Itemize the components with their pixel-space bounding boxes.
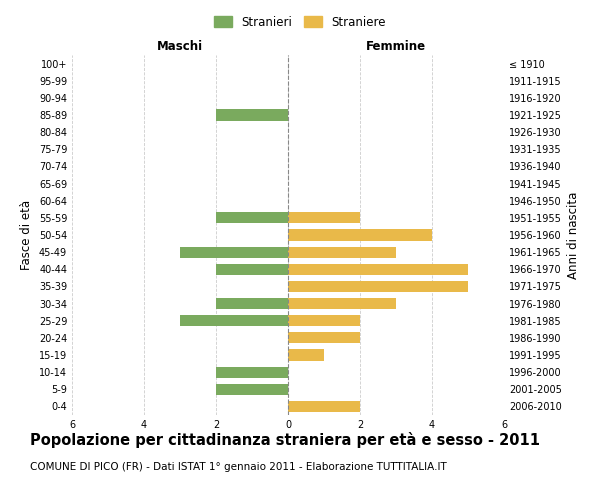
Bar bbox=[288, 230, 432, 240]
Bar bbox=[288, 281, 468, 292]
Y-axis label: Anni di nascita: Anni di nascita bbox=[567, 192, 580, 278]
Bar bbox=[216, 366, 288, 378]
Y-axis label: Fasce di età: Fasce di età bbox=[20, 200, 33, 270]
Legend: Stranieri, Straniere: Stranieri, Straniere bbox=[209, 11, 391, 34]
Text: COMUNE DI PICO (FR) - Dati ISTAT 1° gennaio 2011 - Elaborazione TUTTITALIA.IT: COMUNE DI PICO (FR) - Dati ISTAT 1° genn… bbox=[30, 462, 447, 472]
Bar bbox=[216, 384, 288, 395]
Bar bbox=[288, 246, 396, 258]
Bar bbox=[288, 315, 360, 326]
Bar bbox=[216, 264, 288, 275]
Text: Maschi: Maschi bbox=[157, 40, 203, 54]
Text: Femmine: Femmine bbox=[366, 40, 426, 54]
Bar bbox=[288, 332, 360, 344]
Bar bbox=[216, 212, 288, 224]
Bar bbox=[288, 298, 396, 309]
Bar bbox=[288, 212, 360, 224]
Bar bbox=[288, 401, 360, 412]
Bar bbox=[216, 298, 288, 309]
Bar bbox=[216, 110, 288, 120]
Bar bbox=[180, 315, 288, 326]
Bar bbox=[288, 350, 324, 360]
Text: Popolazione per cittadinanza straniera per età e sesso - 2011: Popolazione per cittadinanza straniera p… bbox=[30, 432, 540, 448]
Bar bbox=[288, 264, 468, 275]
Bar bbox=[180, 246, 288, 258]
